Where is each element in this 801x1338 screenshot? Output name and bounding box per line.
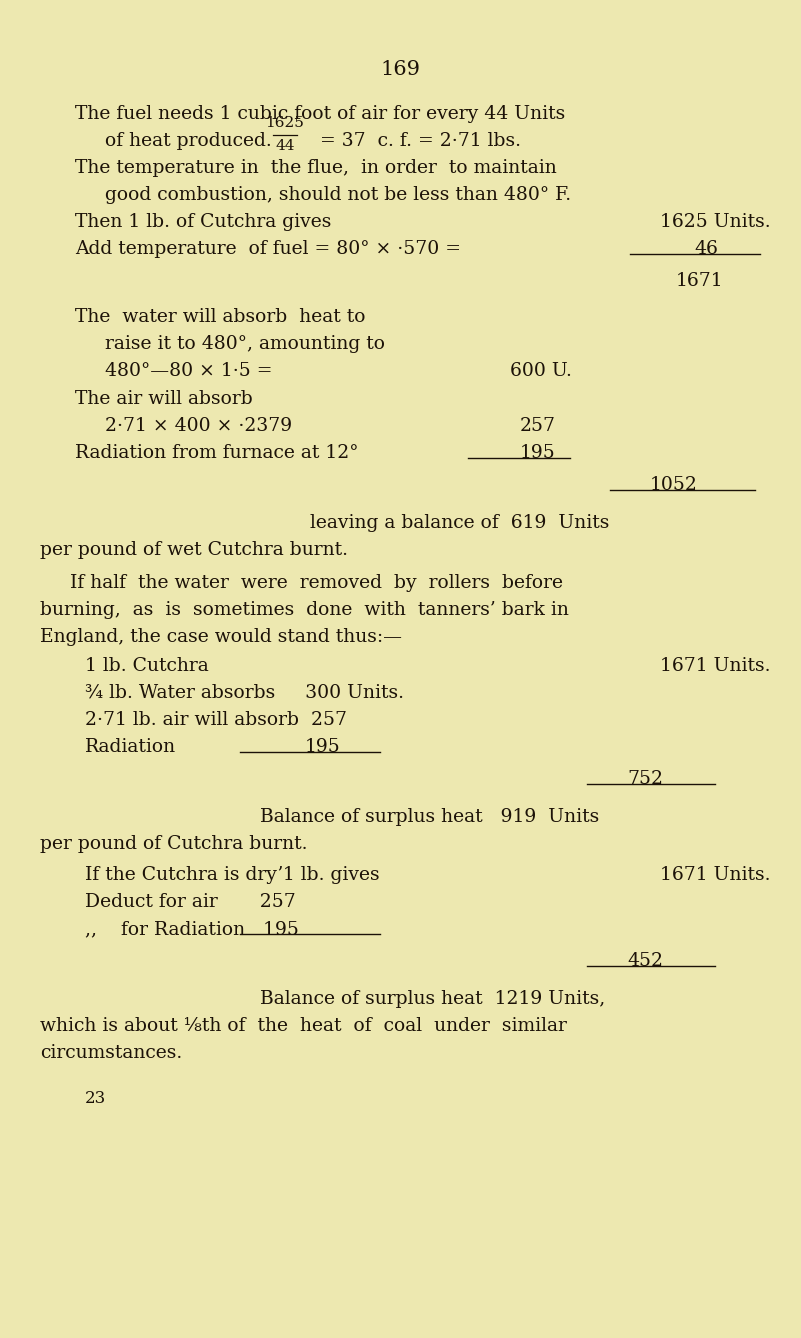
Text: ,,    for Radiation   195: ,, for Radiation 195 — [85, 921, 299, 938]
Text: 195: 195 — [305, 739, 340, 756]
Text: 257: 257 — [520, 417, 556, 435]
Text: of heat produced.: of heat produced. — [105, 132, 272, 150]
Text: per pound of wet Cutchra burnt.: per pound of wet Cutchra burnt. — [40, 541, 348, 559]
Text: Then 1 lb. of Cutchra gives: Then 1 lb. of Cutchra gives — [75, 213, 332, 231]
Text: leaving a balance of  619  Units: leaving a balance of 619 Units — [310, 514, 610, 533]
Text: 1625 Units.: 1625 Units. — [660, 213, 771, 231]
Text: 1 lb. Cutchra: 1 lb. Cutchra — [85, 657, 209, 674]
Text: 2·71 lb. air will absorb  257: 2·71 lb. air will absorb 257 — [85, 710, 347, 729]
Text: 452: 452 — [627, 953, 663, 970]
Text: = 37  c. f. = 2·71 lbs.: = 37 c. f. = 2·71 lbs. — [320, 132, 521, 150]
Text: The temperature in  the flue,  in order  to maintain: The temperature in the flue, in order to… — [75, 159, 557, 177]
Text: 600 U.: 600 U. — [510, 363, 572, 380]
Text: which is about ⅛th of  the  heat  of  coal  under  similar: which is about ⅛th of the heat of coal u… — [40, 1017, 567, 1036]
Text: ¾ lb. Water absorbs     300 Units.: ¾ lb. Water absorbs 300 Units. — [85, 684, 404, 702]
Text: The  water will absorb  heat to: The water will absorb heat to — [75, 308, 365, 326]
Text: Radiation: Radiation — [85, 739, 176, 756]
Text: The fuel needs 1 cubic foot of air for every 44 Units: The fuel needs 1 cubic foot of air for e… — [75, 104, 566, 123]
Text: 752: 752 — [627, 769, 663, 788]
Text: Balance of surplus heat   919  Units: Balance of surplus heat 919 Units — [260, 808, 599, 826]
Text: 23: 23 — [85, 1090, 107, 1107]
Text: 2·71 × 400 × ·2379: 2·71 × 400 × ·2379 — [105, 417, 292, 435]
Text: Balance of surplus heat  1219 Units,: Balance of surplus heat 1219 Units, — [260, 990, 606, 1008]
Text: England, the case would stand thus:—: England, the case would stand thus:— — [40, 628, 402, 646]
Text: circumstances.: circumstances. — [40, 1044, 183, 1062]
Text: 1671 Units.: 1671 Units. — [660, 657, 771, 674]
Text: 44: 44 — [276, 139, 295, 153]
Text: 169: 169 — [380, 60, 420, 79]
Text: 46: 46 — [694, 240, 718, 258]
Text: 1671 Units.: 1671 Units. — [660, 866, 771, 884]
Text: 1671: 1671 — [676, 272, 723, 290]
Text: 1052: 1052 — [650, 476, 698, 494]
Text: per pound of Cutchra burnt.: per pound of Cutchra burnt. — [40, 835, 308, 854]
Text: 1625: 1625 — [266, 116, 304, 130]
Text: If half  the water  were  removed  by  rollers  before: If half the water were removed by roller… — [70, 574, 563, 591]
Text: good combustion, should not be less than 480° F.: good combustion, should not be less than… — [105, 186, 571, 203]
Text: burning,  as  is  sometimes  done  with  tanners’ bark in: burning, as is sometimes done with tanne… — [40, 601, 569, 619]
Text: Add temperature  of fuel = 80° × ·570 =: Add temperature of fuel = 80° × ·570 = — [75, 240, 461, 258]
Text: Deduct for air       257: Deduct for air 257 — [85, 892, 296, 911]
Text: 195: 195 — [520, 444, 556, 462]
Text: If the Cutchra is dryʼ1 lb. gives: If the Cutchra is dryʼ1 lb. gives — [85, 866, 380, 884]
Text: The air will absorb: The air will absorb — [75, 389, 253, 408]
Text: Radiation from furnace at 12°: Radiation from furnace at 12° — [75, 444, 359, 462]
Text: raise it to 480°, amounting to: raise it to 480°, amounting to — [105, 334, 385, 353]
Text: 480°—80 × 1·5 =: 480°—80 × 1·5 = — [105, 363, 272, 380]
